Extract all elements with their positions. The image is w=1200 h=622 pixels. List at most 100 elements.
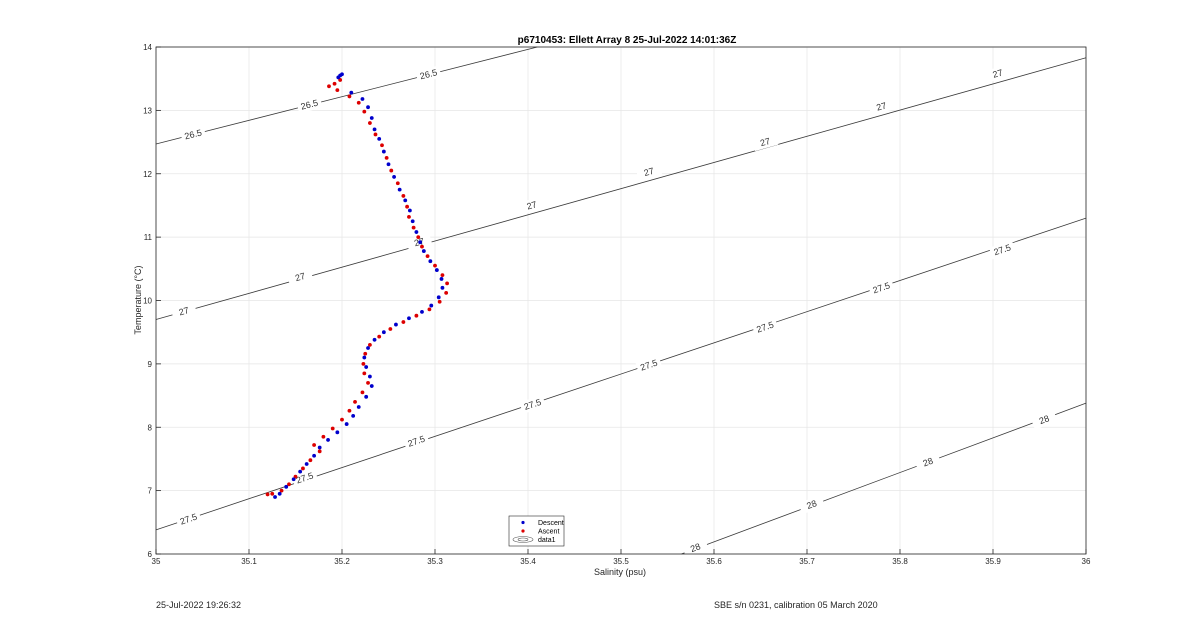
ascent-point-20 — [433, 263, 437, 268]
contour-label-1-0: 27 — [178, 305, 190, 317]
ascent-point-42 — [317, 449, 322, 454]
contour-label-0-0: 26.5 — [183, 127, 202, 141]
descent-point-16 — [414, 230, 419, 234]
contour-label-bg-2-7 — [989, 240, 1016, 260]
y-tick-label-2: 8 — [148, 423, 153, 432]
contour-label-bg-2-6 — [868, 278, 895, 298]
ascent-point-39 — [330, 426, 335, 431]
contour-label-bg-1-7 — [984, 64, 1011, 83]
descent-point-2 — [336, 75, 341, 80]
ascent-point-2 — [327, 84, 331, 89]
ascent-point-15 — [407, 214, 411, 219]
contour-label-bg-3-2 — [914, 452, 942, 472]
descent-point-36 — [356, 405, 361, 409]
descent-point-30 — [366, 346, 370, 350]
ascent-point-22 — [445, 281, 449, 286]
descent-point-8 — [377, 136, 382, 141]
descent-point-15 — [410, 219, 415, 224]
ascent-point-38 — [340, 417, 344, 422]
x-tick-label-2: 35.2 — [334, 557, 350, 566]
ascent-point-31 — [363, 351, 368, 356]
ascent-point-48 — [270, 491, 275, 496]
contour-label-3-0: 28 — [689, 541, 702, 554]
descent-point-10 — [386, 162, 391, 167]
legend-label-data1: data1 — [538, 537, 556, 544]
contour-label-3-1: 28 — [805, 498, 818, 511]
contour-label-bg-2-0 — [175, 509, 202, 529]
contour-label-bg-2-2 — [403, 431, 430, 451]
ascent-point-40 — [321, 434, 326, 439]
descent-point-20 — [434, 268, 439, 272]
contour-label-bg-0-0 — [180, 125, 207, 144]
ascent-point-43 — [308, 458, 313, 463]
descent-point-7 — [372, 127, 377, 132]
legend[interactable]: Descent Ascent data1 — [508, 515, 565, 547]
descent-point-9 — [381, 149, 386, 154]
contour-label-bg-3-1 — [798, 494, 825, 515]
ascent-point-5 — [356, 100, 361, 105]
ascent-point-9 — [380, 143, 384, 148]
descent-point-27 — [394, 322, 398, 327]
descent-point-24 — [429, 303, 434, 308]
ascent-point-46 — [287, 482, 291, 487]
descent-point-41 — [317, 445, 322, 450]
contour-label-bg-0-2 — [415, 65, 442, 84]
legend-marker-ascent — [521, 529, 525, 533]
legend-label-ascent: Ascent — [538, 529, 559, 536]
contour-label-bg-1-5 — [751, 133, 779, 152]
contour-label-1-7: 27 — [991, 67, 1003, 79]
legend-marker-descent — [521, 520, 525, 525]
contour-label-bg-2-3 — [519, 394, 546, 414]
contour-label-bg-1-6 — [868, 97, 895, 116]
ascent-point-49 — [265, 492, 270, 497]
descent-point-35 — [364, 394, 369, 399]
descent-point-6 — [369, 116, 374, 120]
ascent-point-35 — [360, 390, 365, 395]
ascent-point-27 — [401, 320, 406, 324]
legend-label-descent: Descent — [538, 520, 564, 527]
contour-label-bg-1-0 — [170, 302, 198, 321]
y-tick-label-5: 11 — [144, 233, 153, 242]
descent-point-3 — [349, 90, 354, 95]
descent-point-29 — [372, 337, 377, 342]
ascent-point-13 — [401, 194, 406, 198]
ascent-point-23 — [444, 290, 449, 295]
x-tick-label-7: 35.7 — [799, 557, 815, 566]
contour-label-bg-3-3 — [1030, 409, 1058, 430]
x-tick-label-0: 35 — [152, 557, 161, 566]
ascent-point-8 — [373, 132, 378, 137]
contour-label-1-1: 27 — [294, 271, 306, 283]
x-tick-label-10: 36 — [1082, 557, 1091, 566]
y-tick-label-3: 9 — [148, 360, 153, 369]
contour-label-3-3: 28 — [1038, 413, 1051, 426]
y-tick-label-8: 14 — [143, 43, 152, 52]
contour-label-bg-2-5 — [751, 317, 779, 337]
ascent-point-14 — [405, 204, 409, 209]
descent-point-28 — [381, 330, 386, 335]
descent-point-46 — [284, 484, 289, 489]
footer-calibration: SBE s/n 0231, calibration 05 March 2020 — [714, 600, 878, 610]
ascent-point-47 — [279, 488, 284, 493]
descent-point-26 — [407, 316, 411, 321]
x-tick-label-6: 35.6 — [706, 557, 722, 566]
descent-point-33 — [368, 374, 372, 379]
x-tick-label-9: 35.9 — [985, 557, 1001, 566]
x-tick-label-1: 35.1 — [241, 557, 257, 566]
descent-point-44 — [298, 469, 303, 474]
descent-series — [273, 72, 445, 499]
descent-point-18 — [421, 249, 426, 253]
ascent-point-30 — [368, 342, 372, 347]
ascent-point-41 — [312, 443, 316, 447]
descent-point-37 — [351, 413, 356, 418]
descent-point-5 — [366, 105, 370, 110]
legend-marker-data1-outer — [512, 536, 534, 543]
contour-label-0-2: 26.5 — [419, 67, 438, 81]
y-tick-label-6: 12 — [143, 170, 152, 179]
contour-label-bg-1-1 — [286, 268, 314, 287]
ascent-point-25 — [427, 307, 432, 312]
contour-label-bg-1-3 — [518, 196, 545, 215]
ascent-point-16 — [411, 225, 416, 230]
x-tick-label-3: 35.3 — [427, 557, 443, 566]
x-axis-label: Salinity (psu) — [594, 567, 646, 577]
descent-point-40 — [326, 438, 330, 442]
